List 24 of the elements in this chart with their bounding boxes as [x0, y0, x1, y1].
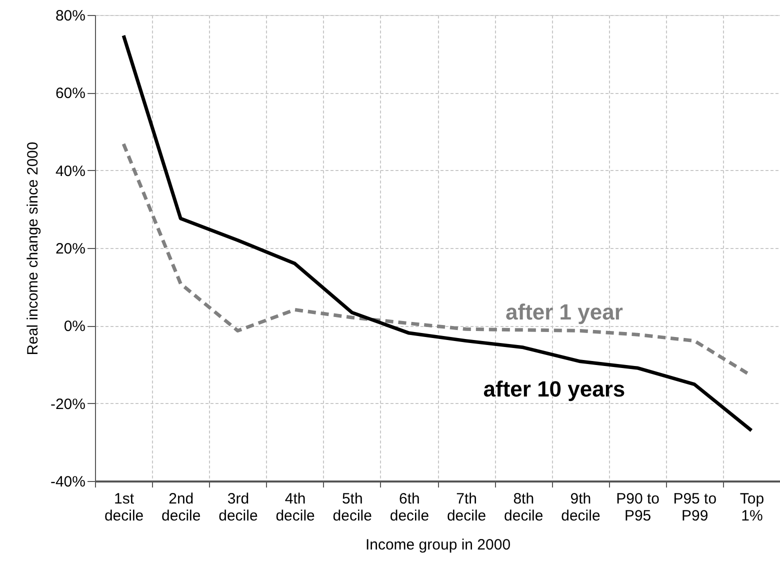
x-tick-label: 5th decile [332, 490, 372, 524]
x-tick-label: Top 1% [740, 490, 764, 524]
x-tick-label: P90 to P95 [616, 490, 660, 524]
series-label: after 1 year [505, 300, 624, 325]
x-tick-label: 3rd decile [218, 490, 258, 524]
x-tick-label: 1st decile [104, 490, 144, 524]
x-tick-label: 4th decile [276, 490, 315, 524]
y-tick-label: 40% [55, 162, 86, 180]
y-tick-label: 20% [55, 240, 86, 258]
x-tick-label: 7th decile [446, 490, 486, 524]
x-tick-label: 2nd decile [162, 490, 201, 524]
y-tick-label: -20% [50, 396, 86, 413]
x-axis-title: Income group in 2000 [365, 536, 511, 554]
y-axis-title: Real income change since 2000 [24, 142, 42, 356]
x-tick-label: P95 to P99 [673, 490, 717, 524]
series-label: after 10 years [483, 376, 626, 402]
line-series [122, 34, 754, 432]
y-tick-label: 0% [64, 318, 86, 336]
x-tick-label: 8th decile [504, 490, 544, 524]
y-tick-label: 80% [55, 8, 86, 24]
x-tick-label: 6th decile [390, 490, 430, 524]
y-tick-label: -40% [50, 474, 86, 490]
x-tick-label: 9th decile [561, 490, 600, 524]
y-tick-label: 60% [55, 85, 86, 102]
